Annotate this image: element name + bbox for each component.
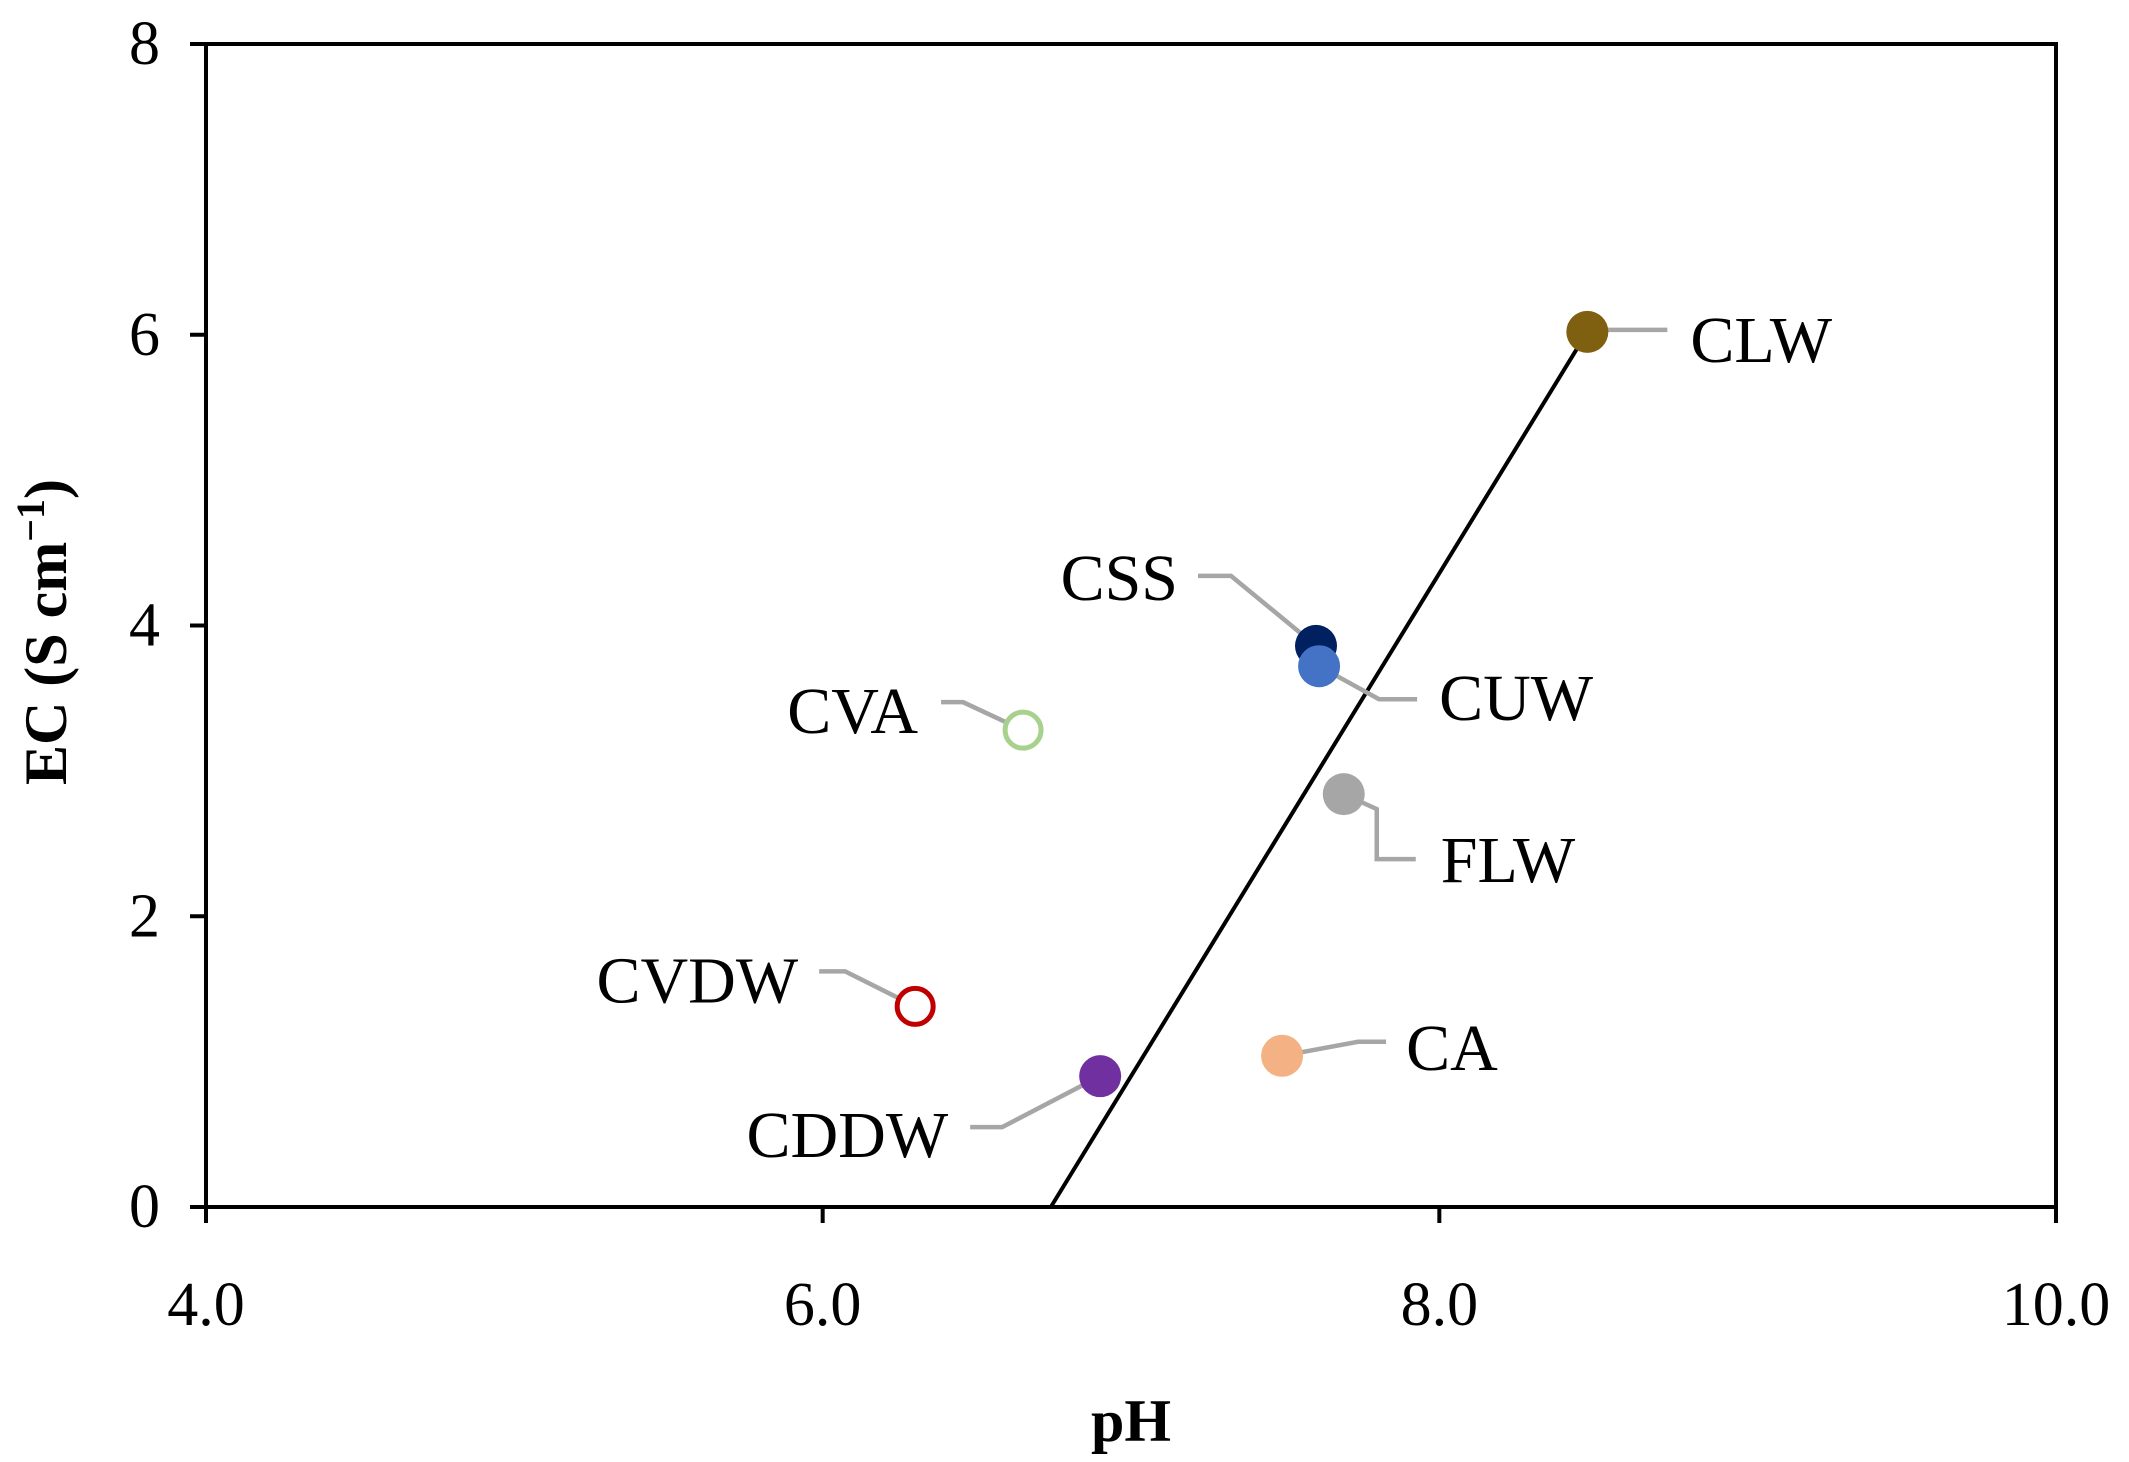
leader-cvdw [819,969,917,1009]
point-cuw [1298,645,1341,688]
label-css: CSS [1061,542,1178,615]
data-points [894,310,1609,1098]
leader-css [1198,573,1318,648]
y-tick-label: 4 [129,592,160,660]
y-axis-title-close: ) [13,479,79,499]
label-cddw: CDDW [747,1099,949,1172]
point-cva [1002,709,1044,751]
leader-cddw [970,1074,1102,1130]
label-flw: FLW [1441,824,1576,897]
x-tick-label: 4.0 [167,1271,245,1339]
y-tick-label: 6 [129,301,160,369]
plot-frame [204,42,2058,1209]
x-tick-label: 8.0 [1401,1271,1479,1339]
point-cddw [1079,1055,1122,1098]
x-tick-label: 10.0 [2002,1271,2111,1339]
point-cvdw [894,985,936,1027]
x-axis-title: pH [1091,1388,1171,1454]
y-tick-label: 8 [129,10,160,78]
leader-cuw [1317,664,1418,702]
leader-cva [941,699,1025,733]
x-tick-label: 6.0 [784,1271,862,1339]
label-cvdw: CVDW [597,944,799,1017]
trendline [1049,330,1590,1209]
y-axis-title: EC (S cm−1) [8,479,79,785]
leader-ca [1281,1039,1387,1059]
y-tick-label: 0 [129,1173,160,1241]
y-axis-title-superscript: −1 [8,499,53,542]
label-ca: CA [1406,1012,1498,1085]
label-cva: CVA [787,675,918,748]
label-cuw: CUW [1439,662,1594,735]
y-axis-title-main: EC (S cm [13,542,79,785]
plot-area [204,42,2058,1209]
y-tick-label: 2 [129,882,160,950]
point-ca [1261,1034,1304,1077]
point-flw [1322,773,1365,816]
tick-labels: 0 2 4 6 8 4.0 6.0 8.0 10.0 [129,10,2110,1339]
point-labels: CLW CSS CUW CVA FLW CVDW CA CDDW [597,304,1833,1172]
label-clw: CLW [1690,304,1832,377]
trendline-layer [1049,330,1590,1209]
point-clw [1566,310,1609,353]
